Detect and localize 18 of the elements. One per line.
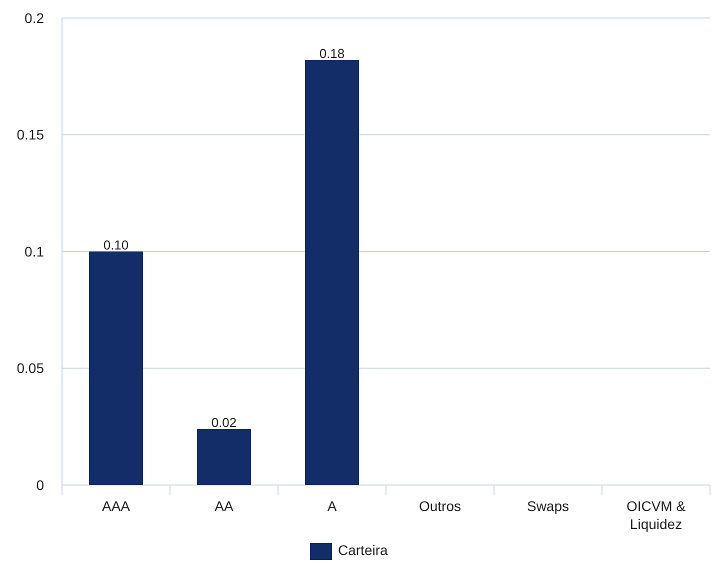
y-tick-label: 0.05: [16, 360, 44, 376]
x-tick-label: OICVM & Liquidez: [626, 498, 686, 532]
x-tick-label: Outros: [418, 498, 462, 514]
data-label: 0.18: [319, 46, 345, 62]
x-tick-label: AAA: [102, 498, 131, 514]
y-tick-label: 0.2: [24, 10, 44, 26]
bar: [305, 60, 359, 485]
data-label: 0.02: [211, 414, 237, 430]
x-tick-label: A: [327, 498, 338, 514]
y-tick-label: 0.15: [16, 126, 44, 143]
data-label: 0.10: [103, 238, 129, 252]
y-tick-label: 0: [36, 476, 44, 493]
bar: [89, 252, 143, 485]
bar: [197, 428, 251, 485]
legend-label: Carteira: [338, 542, 388, 558]
x-tick-label: Swaps: [526, 498, 570, 514]
x-tick-label: AA: [214, 498, 234, 514]
y-tick-label: 0.1: [24, 243, 44, 260]
